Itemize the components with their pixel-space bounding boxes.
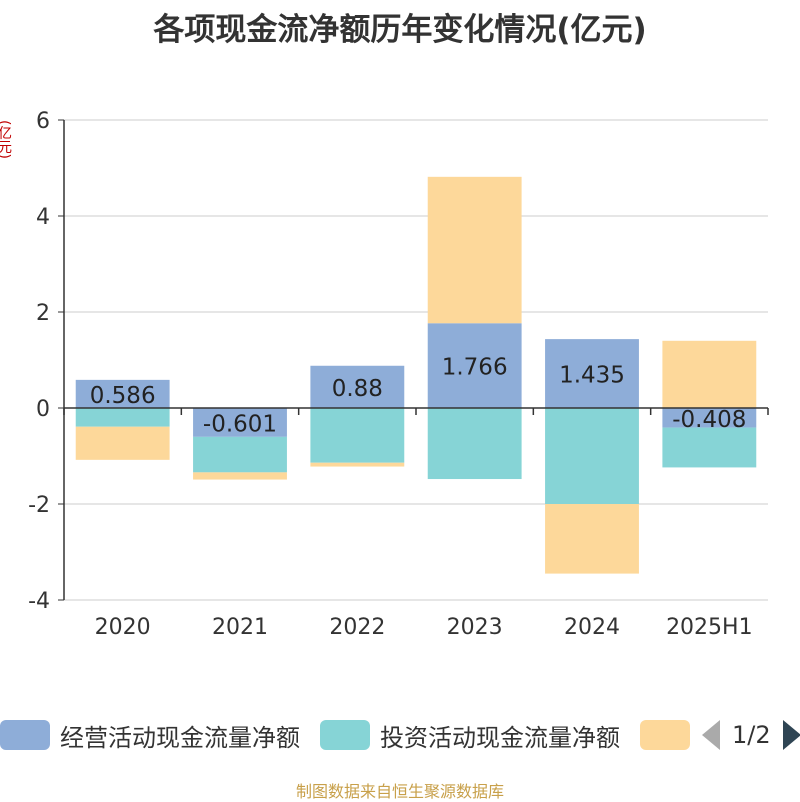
y-tick-label: 4 <box>36 205 50 230</box>
y-tick-label: 0 <box>36 397 50 422</box>
bar-operating-2024 <box>545 339 639 408</box>
y-axis-unit: (亿元) <box>0 120 12 159</box>
pager-next-icon[interactable] <box>782 720 800 750</box>
data-label: 0.88 <box>332 376 383 402</box>
bar-investing-2022 <box>310 408 405 463</box>
legend-label-investing: 投资活动现金流量净额 <box>380 723 620 752</box>
data-label: 1.766 <box>442 355 508 381</box>
bar-operating-2023 <box>427 323 522 408</box>
y-tick-label: 2 <box>36 301 50 326</box>
x-tick-label: 2020 <box>95 615 151 640</box>
x-tick-label: 2023 <box>447 615 503 640</box>
legend-item-investing[interactable]: 投资活动现金流量净额 <box>320 716 620 754</box>
bar-operating-2021 <box>193 408 287 437</box>
chart-legend: 经营活动现金流量净额 投资活动现金流量净额 1/2 <box>0 716 800 754</box>
bar-investing-2024 <box>545 408 639 504</box>
y-tick-label: -2 <box>28 493 50 518</box>
source-footer: 制图数据来自恒生聚源数据库 <box>295 782 504 801</box>
data-label: 0.586 <box>90 383 156 409</box>
bar-financing-2023 <box>427 176 522 324</box>
data-label: 1.435 <box>559 363 625 389</box>
bar-financing-2024 <box>545 504 639 574</box>
pager-prev-icon[interactable] <box>702 720 720 750</box>
data-label: -0.601 <box>203 411 277 437</box>
x-tick-label: 2021 <box>212 615 268 640</box>
bar-operating-2022 <box>310 365 405 408</box>
bar-investing-2020 <box>75 408 170 427</box>
bar-investing-2023 <box>427 408 522 480</box>
bar-operating-2020 <box>75 379 170 408</box>
x-tick-label: 2022 <box>329 615 385 640</box>
legend-swatch-operating <box>0 720 50 750</box>
bar-operating-2025H1 <box>662 408 757 428</box>
bar-financing-2022 <box>310 462 405 467</box>
legend-item-financing[interactable] <box>640 716 690 754</box>
bar-financing-2020 <box>75 426 170 460</box>
pager-text: 1/2 <box>732 721 771 749</box>
legend-item-operating[interactable]: 经营活动现金流量净额 <box>0 716 300 754</box>
bar-investing-2021 <box>193 436 287 473</box>
bar-financing-2025H1 <box>662 340 757 408</box>
legend-pager: 1/2 <box>702 716 800 754</box>
bar-financing-2021 <box>193 472 287 480</box>
data-label: -0.408 <box>672 407 746 433</box>
y-tick-label: -4 <box>28 589 50 614</box>
legend-swatch-financing <box>640 720 690 750</box>
legend-label-operating: 经营活动现金流量净额 <box>60 723 300 752</box>
x-tick-label: 2025H1 <box>666 615 753 640</box>
legend-swatch-investing <box>320 720 370 750</box>
bar-investing-2025H1 <box>662 427 757 468</box>
y-tick-label: 6 <box>36 109 50 134</box>
chart-title: 各项现金流净额历年变化情况(亿元) <box>153 12 647 48</box>
x-tick-label: 2024 <box>564 615 620 640</box>
